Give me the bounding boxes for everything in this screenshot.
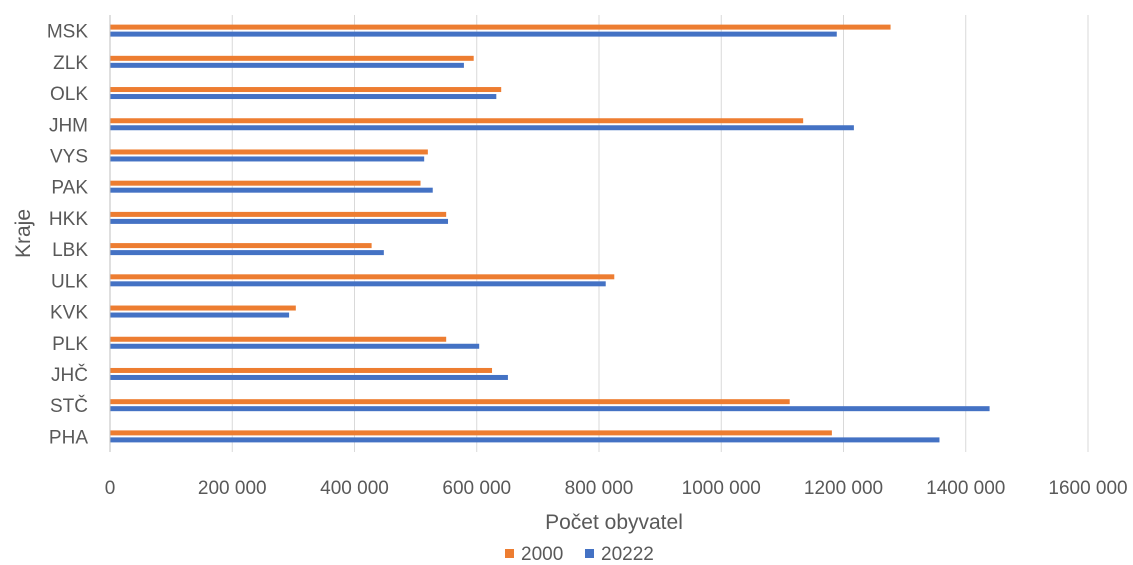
- bar-stč-2000: [110, 399, 790, 405]
- y-tick-label: JHČ: [51, 364, 88, 386]
- bar-ulk-20222: [110, 281, 606, 287]
- bar-pak-2000: [110, 180, 421, 186]
- legend-label: 2000: [521, 544, 563, 565]
- legend: 2000 20222: [505, 544, 654, 565]
- legend-swatch-2000: [505, 549, 514, 558]
- bar-stč-20222: [110, 406, 990, 412]
- legend-swatch-20222: [585, 549, 594, 558]
- bar-kvk-20222: [110, 312, 290, 318]
- bar-hkk-20222: [110, 218, 449, 224]
- bar-vys-20222: [110, 156, 425, 162]
- x-tick-labels: 0 200 000 400 000 600 000 800 000 1000 000 120…: [105, 478, 1128, 499]
- y-tick-label: VYS: [50, 146, 88, 167]
- y-tick-labels: PHA STČ JHČ PLK KVK ULK LBK HKK PAK VYS JHM OLK ZLK M…: [47, 22, 89, 449]
- x-tick-label: 1200 000: [804, 478, 883, 499]
- bar-lbk-20222: [110, 250, 384, 256]
- bar-ulk-2000: [110, 274, 615, 280]
- y-tick-label: STČ: [50, 395, 88, 417]
- y-tick-label: PLK: [52, 334, 88, 355]
- x-tick-label: 200 000: [198, 478, 267, 499]
- bar-lbk-2000: [110, 243, 372, 249]
- x-tick-label: 800 000: [565, 478, 634, 499]
- gridlines: [231, 15, 1089, 452]
- y-axis-title: Kraje: [12, 209, 35, 258]
- y-tick-label: LBK: [52, 240, 88, 261]
- y-tick-label: PAK: [51, 178, 88, 199]
- bars: [110, 24, 990, 443]
- bar-plk-2000: [110, 336, 447, 342]
- y-tick-label: JHM: [49, 115, 88, 136]
- bar-jhm-2000: [110, 118, 804, 124]
- bar-pha-20222: [110, 437, 940, 443]
- x-axis-title: Počet obyvatel: [545, 511, 683, 534]
- x-tick-label: 600 000: [442, 478, 511, 499]
- y-tick-label: OLK: [50, 84, 88, 105]
- bar-olk-20222: [110, 94, 497, 100]
- x-tick-label: 1000 000: [682, 478, 761, 499]
- y-tick-label: MSK: [47, 22, 89, 43]
- bar-pha-2000: [110, 430, 832, 436]
- bar-vys-2000: [110, 149, 428, 155]
- bar-pak-20222: [110, 187, 433, 193]
- y-tick-label: KVK: [50, 303, 88, 324]
- x-tick-label: 400 000: [320, 478, 389, 499]
- bar-msk-2000: [110, 24, 891, 30]
- bar-plk-20222: [110, 343, 480, 349]
- bar-jhm-20222: [110, 125, 854, 131]
- bar-olk-2000: [110, 87, 502, 93]
- y-tick-label: ZLK: [53, 53, 88, 74]
- bar-zlk-20222: [110, 62, 464, 68]
- x-tick-label: 1400 000: [926, 478, 1005, 499]
- y-tick-label: PHA: [49, 427, 88, 448]
- bar-zlk-2000: [110, 55, 474, 61]
- y-tick-label: HKK: [49, 209, 88, 230]
- y-tick-label: ULK: [51, 271, 88, 292]
- bar-hkk-2000: [110, 211, 447, 217]
- legend-label: 20222: [601, 544, 654, 565]
- bar-kvk-2000: [110, 305, 296, 311]
- bar-jhč-2000: [110, 367, 493, 373]
- x-tick-label: 0: [105, 478, 116, 499]
- bar-jhč-20222: [110, 374, 508, 380]
- bar-msk-20222: [110, 31, 837, 37]
- x-tick-label: 1600 000: [1048, 478, 1127, 499]
